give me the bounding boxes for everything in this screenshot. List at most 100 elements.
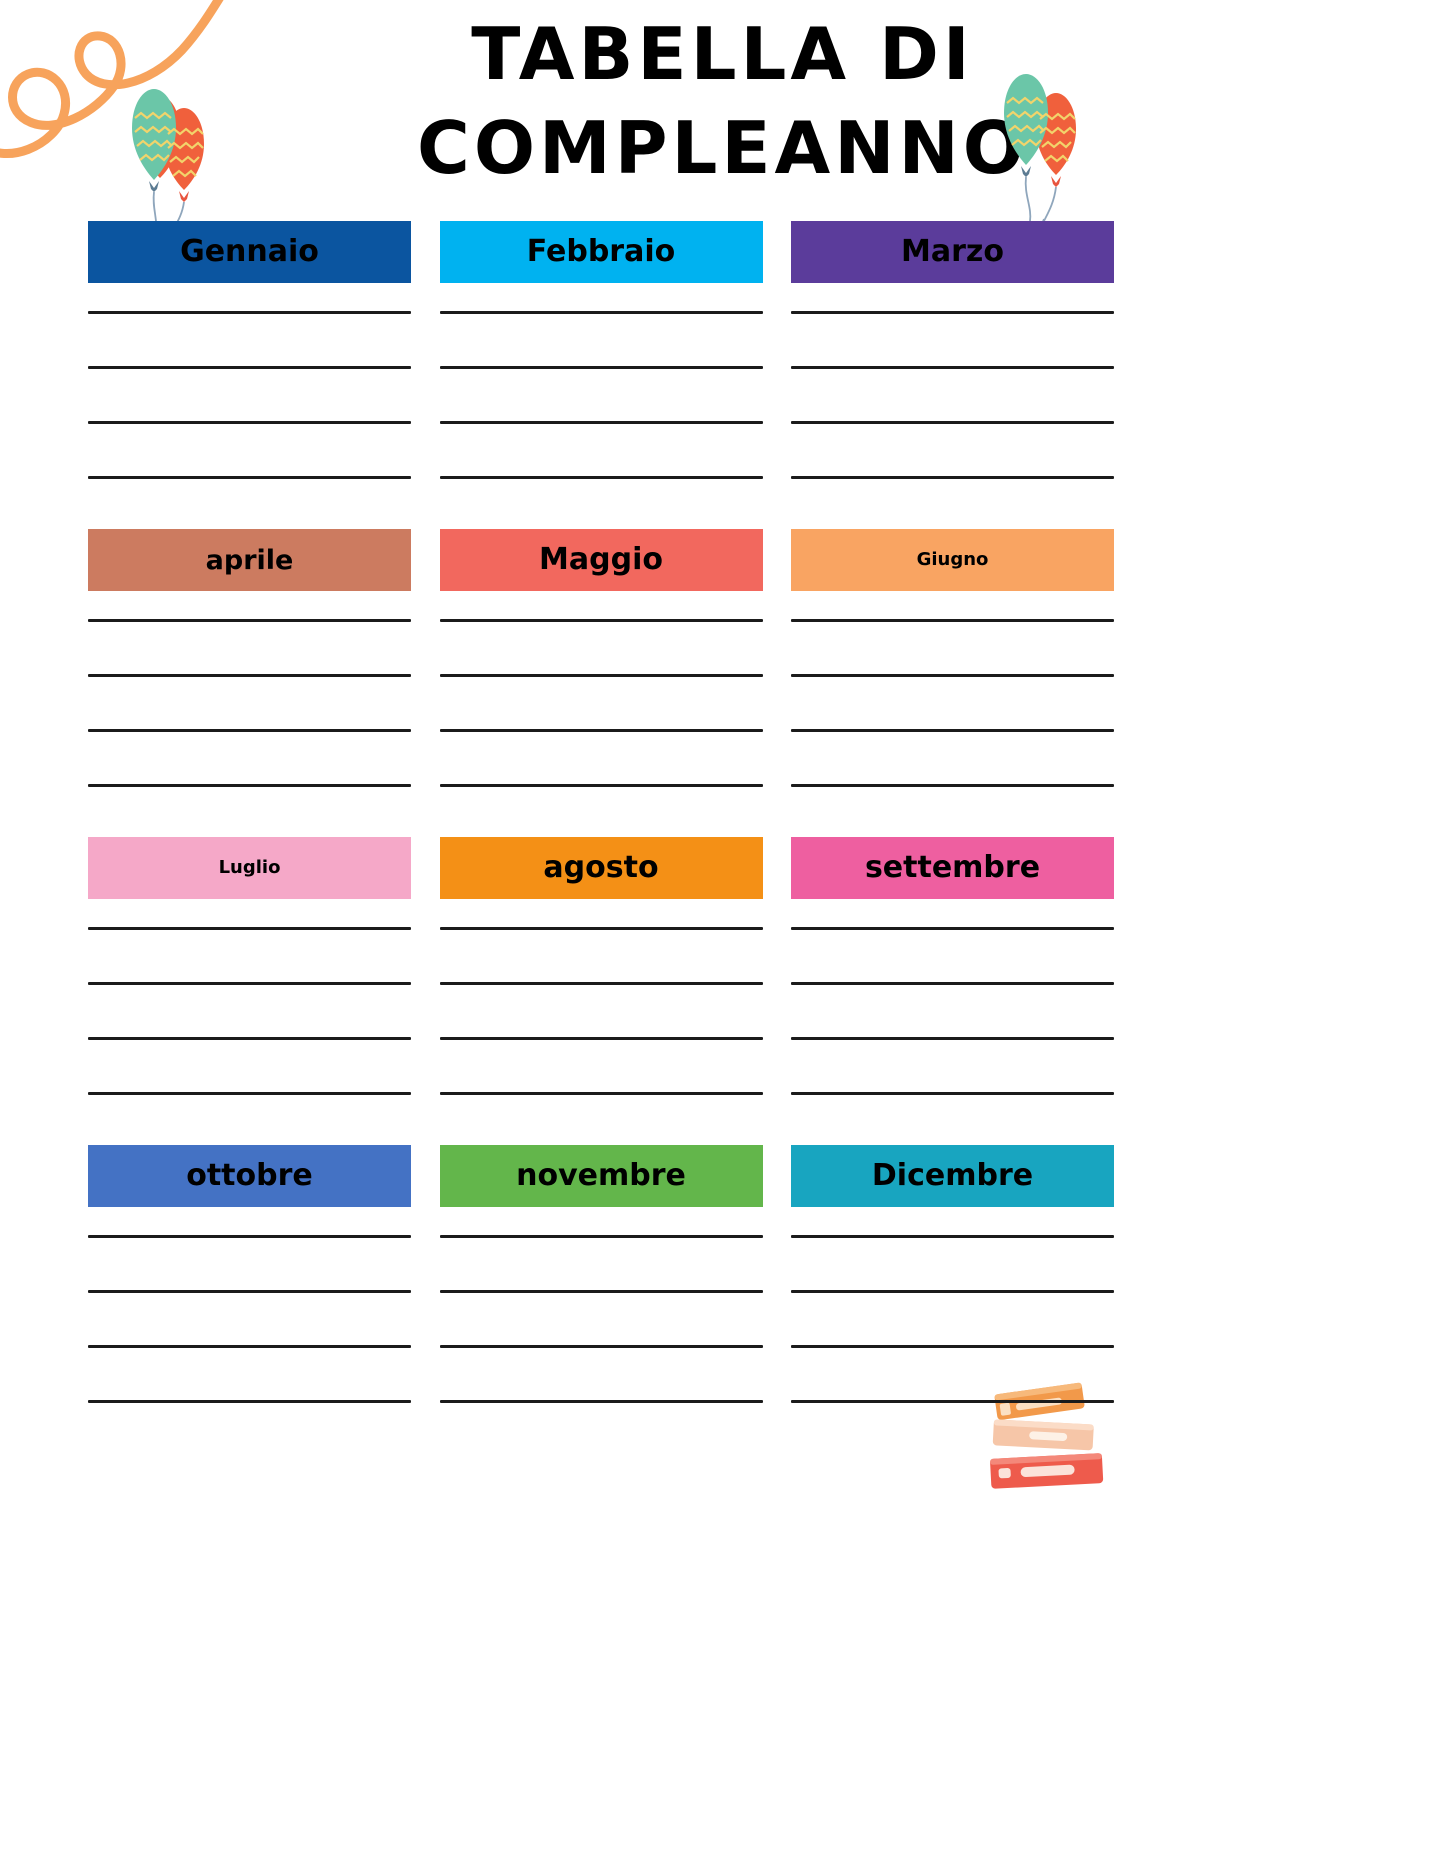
write-line[interactable] <box>439 1400 763 1403</box>
write-line[interactable] <box>439 1290 763 1293</box>
month-cell-ottobre: ottobre <box>88 1145 411 1403</box>
write-line[interactable] <box>439 1092 763 1095</box>
month-cell-febbraio: Febbraio <box>439 221 763 479</box>
write-line[interactable] <box>439 366 763 369</box>
month-row: aprile Maggio <box>88 529 1114 787</box>
writing-lines <box>88 1207 411 1403</box>
write-line[interactable] <box>439 982 763 985</box>
write-line[interactable] <box>791 729 1114 732</box>
write-line[interactable] <box>88 311 411 314</box>
write-line[interactable] <box>791 619 1114 622</box>
write-line[interactable] <box>88 619 411 622</box>
writing-lines <box>88 283 411 479</box>
month-cell-dicembre: Dicembre <box>791 1145 1114 1403</box>
write-line[interactable] <box>439 729 763 732</box>
month-header-aprile[interactable]: aprile <box>88 529 411 591</box>
write-line[interactable] <box>791 366 1114 369</box>
write-line[interactable] <box>791 311 1114 314</box>
write-line[interactable] <box>88 476 411 479</box>
month-label: agosto <box>543 850 659 885</box>
write-line[interactable] <box>439 1345 763 1348</box>
month-header-agosto[interactable]: agosto <box>439 837 763 899</box>
write-line[interactable] <box>88 1092 411 1095</box>
month-header-gennaio[interactable]: Gennaio <box>88 221 411 283</box>
writing-lines <box>88 899 411 1095</box>
month-label: Maggio <box>539 542 663 577</box>
write-line[interactable] <box>439 1037 763 1040</box>
month-header-giugno[interactable]: Giugno <box>791 529 1114 591</box>
write-line[interactable] <box>791 784 1114 787</box>
write-line[interactable] <box>791 982 1114 985</box>
write-line[interactable] <box>439 619 763 622</box>
month-header-ottobre[interactable]: ottobre <box>88 1145 411 1207</box>
writing-lines <box>791 591 1114 787</box>
writing-lines <box>88 591 411 787</box>
month-cell-maggio: Maggio <box>439 529 763 787</box>
write-line[interactable] <box>791 1037 1114 1040</box>
month-grid: Gennaio Febbraio <box>88 221 1114 1403</box>
write-line[interactable] <box>88 674 411 677</box>
month-label: Febbraio <box>526 234 676 269</box>
page-title: TABELLA DI COMPLEANNO <box>417 12 1028 190</box>
month-header-febbraio[interactable]: Febbraio <box>439 221 763 283</box>
write-line[interactable] <box>791 1400 1114 1403</box>
month-label: aprile <box>205 544 294 576</box>
write-line[interactable] <box>791 927 1114 930</box>
writing-lines <box>791 1207 1114 1403</box>
month-cell-aprile: aprile <box>88 529 411 787</box>
write-line[interactable] <box>791 1345 1114 1348</box>
write-line[interactable] <box>791 1235 1114 1238</box>
row-spacer <box>88 1095 1114 1145</box>
write-line[interactable] <box>88 1345 411 1348</box>
write-line[interactable] <box>88 1037 411 1040</box>
writing-lines <box>439 283 763 479</box>
write-line[interactable] <box>791 476 1114 479</box>
write-line[interactable] <box>88 784 411 787</box>
month-cell-marzo: Marzo <box>791 221 1114 479</box>
month-label: settembre <box>864 850 1041 885</box>
month-header-maggio[interactable]: Maggio <box>439 529 763 591</box>
write-line[interactable] <box>791 421 1114 424</box>
month-label: Gennaio <box>180 234 319 269</box>
write-line[interactable] <box>88 927 411 930</box>
write-line[interactable] <box>88 1235 411 1238</box>
writing-lines <box>791 899 1114 1095</box>
month-header-novembre[interactable]: novembre <box>439 1145 763 1207</box>
write-line[interactable] <box>439 421 763 424</box>
month-label: novembre <box>516 1158 686 1193</box>
month-cell-gennaio: Gennaio <box>88 221 411 479</box>
write-line[interactable] <box>88 421 411 424</box>
month-cell-agosto: agosto <box>439 837 763 1095</box>
write-line[interactable] <box>791 1290 1114 1293</box>
write-line[interactable] <box>88 1290 411 1293</box>
month-label: Giugno <box>916 549 989 570</box>
write-line[interactable] <box>88 366 411 369</box>
month-label: Dicembre <box>871 1158 1034 1193</box>
write-line[interactable] <box>439 674 763 677</box>
row-spacer <box>88 787 1114 837</box>
write-line[interactable] <box>439 476 763 479</box>
month-row: ottobre novembre <box>88 1145 1114 1403</box>
write-line[interactable] <box>439 1235 763 1238</box>
month-header-dicembre[interactable]: Dicembre <box>791 1145 1114 1207</box>
month-cell-luglio: Luglio <box>88 837 411 1095</box>
month-cell-novembre: novembre <box>439 1145 763 1403</box>
month-header-settembre[interactable]: settembre <box>791 837 1114 899</box>
month-cell-settembre: settembre <box>791 837 1114 1095</box>
month-label: ottobre <box>186 1158 313 1193</box>
writing-lines <box>439 1207 763 1403</box>
write-line[interactable] <box>88 729 411 732</box>
write-line[interactable] <box>88 982 411 985</box>
month-header-marzo[interactable]: Marzo <box>791 221 1114 283</box>
write-line[interactable] <box>439 311 763 314</box>
write-line[interactable] <box>439 927 763 930</box>
write-line[interactable] <box>791 674 1114 677</box>
write-line[interactable] <box>791 1092 1114 1095</box>
month-row: Gennaio Febbraio <box>88 221 1114 479</box>
writing-lines <box>791 283 1114 479</box>
writing-lines <box>439 591 763 787</box>
month-header-luglio[interactable]: Luglio <box>88 837 411 899</box>
write-line[interactable] <box>439 784 763 787</box>
write-line[interactable] <box>88 1400 411 1403</box>
